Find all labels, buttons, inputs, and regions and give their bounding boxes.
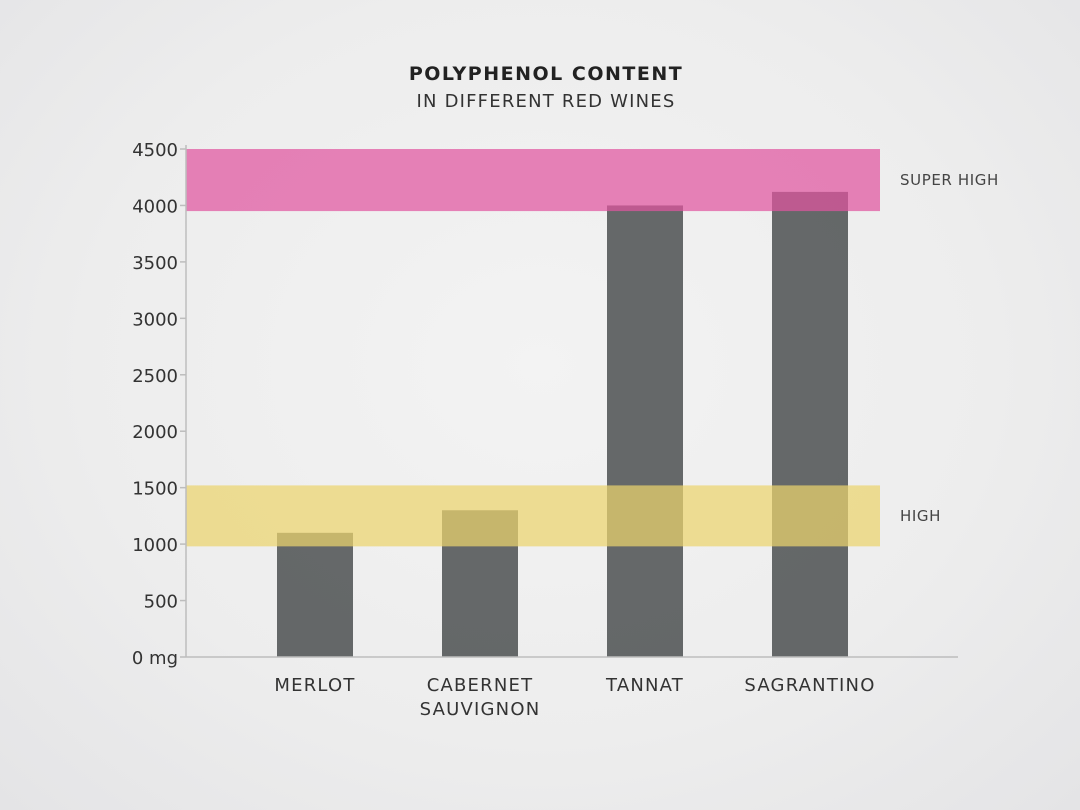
y-tick-label-8: 500 [144,592,178,613]
category-label-2: TANNAT [605,675,684,696]
chart-title: POLYPHENOL CONTENT [409,63,683,85]
y-tick-label-4: 2500 [132,366,178,387]
y-tick-label-3: 3000 [132,309,178,330]
bar-3 [772,191,848,658]
bands-layer: SUPER HIGH HIGH [186,149,999,547]
y-tick-label-7: 1000 [132,535,178,556]
category-label-3: SAGRANTINO [744,675,875,696]
y-tick-label-9: 0 mg [132,648,178,669]
y-tick-label-6: 1500 [132,479,178,500]
category-label-1-line-1: SAUVIGNON [420,699,541,720]
axis-layer: MERLOT CABERNET SAUVIGNON TANNAT SAGRANTINO 4… [132,140,958,720]
band-label-0: SUPER HIGH [900,171,999,189]
y-tick-label-0: 4500 [132,140,178,161]
y-tick-label-2: 3500 [132,253,178,274]
band-label-1: HIGH [900,507,941,525]
bar-2 [607,205,683,657]
band-0 [186,149,880,212]
bars-layer [277,191,848,658]
band-1 [186,485,880,547]
chart-subtitle: IN DIFFERENT RED WINES [416,91,675,112]
y-tick-label-5: 2000 [132,422,178,443]
bar-0 [277,532,353,657]
category-label-1-line-0: CABERNET [427,675,534,696]
y-tick-label-1: 4000 [132,196,178,217]
category-label-0: MERLOT [274,675,355,696]
